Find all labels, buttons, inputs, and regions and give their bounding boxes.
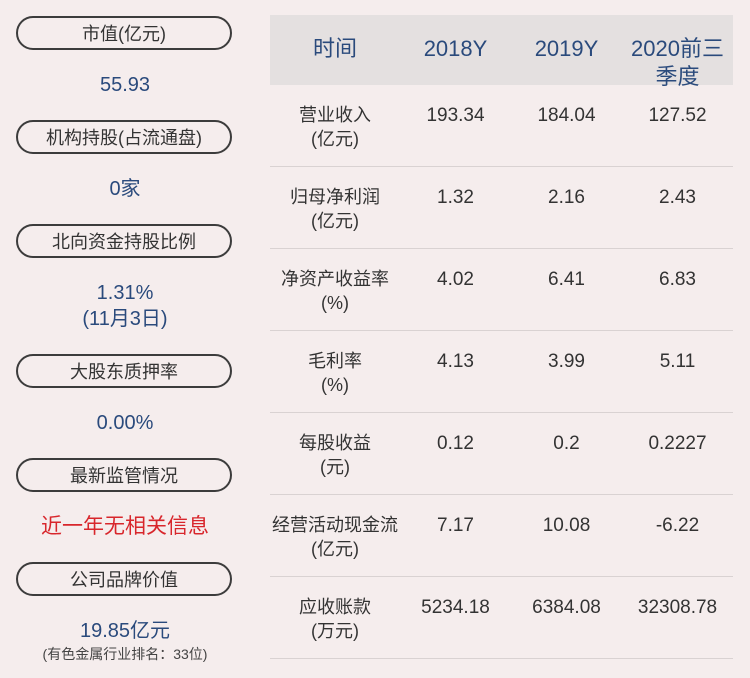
row-name: 归母净利润	[290, 187, 380, 207]
market-cap-value: 55.93	[99, 74, 151, 96]
value-2018: 0.12	[437, 433, 474, 454]
value-2020q3: 5.11	[659, 351, 696, 372]
value-2018: 193.34	[426, 105, 485, 126]
row-name: 应收账款	[299, 597, 371, 617]
regulation-label: 最新监管情况	[16, 458, 232, 492]
row-label: 经营活动现金流 (亿元)	[270, 495, 400, 576]
value-2018: 1.32	[437, 187, 474, 208]
row-unit: (亿元)	[311, 539, 359, 559]
value-2019: 2.16	[548, 187, 585, 208]
table-row: 每股收益 (元) 0.12 0.2 0.2227	[270, 413, 733, 495]
row-unit: (%)	[321, 375, 349, 395]
value-2020q3: 2.43	[659, 187, 696, 208]
value-2019: 6.41	[548, 269, 585, 290]
value-2020q3: 6.83	[659, 269, 696, 290]
row-label: 每股收益 (元)	[270, 413, 400, 494]
row-label: 毛利率 (%)	[270, 331, 400, 412]
value-2019: 3.99	[548, 351, 585, 372]
regulation-value: 近一年无相关信息	[41, 515, 209, 538]
value-2020q3: -6.22	[655, 515, 700, 536]
value-2019: 10.08	[542, 515, 591, 536]
row-name: 毛利率	[308, 351, 362, 371]
value-2020q3: 127.52	[648, 105, 707, 126]
row-name: 经营活动现金流	[272, 515, 398, 535]
header-time: 时间	[312, 36, 357, 61]
header-2018: 2018Y	[423, 36, 488, 61]
table-row: 营业收入 (亿元) 193.34 184.04 127.52	[270, 85, 733, 167]
northbound-ratio-value: 1.31%	[96, 282, 154, 304]
header-2020q3: 2020前三季度	[631, 36, 724, 89]
row-label: 归母净利润 (亿元)	[270, 167, 400, 248]
value-2018: 4.02	[437, 269, 474, 290]
row-name: 营业收入	[299, 105, 371, 125]
table-header: 时间 2018Y 2019Y 2020前三季度	[270, 15, 733, 89]
northbound-ratio-date: (11月3日)	[82, 308, 168, 330]
row-unit: (亿元)	[311, 211, 359, 231]
row-unit: (万元)	[311, 621, 359, 641]
row-label: 营业收入 (亿元)	[270, 85, 400, 166]
brand-value-value: 19.85亿元	[79, 620, 171, 642]
value-2020q3: 32308.78	[637, 597, 718, 618]
table-row: 应收账款 (万元) 5234.18 6384.08 32308.78	[270, 577, 733, 659]
row-unit: (元)	[320, 457, 350, 477]
brand-value-rank: (有色金属行业排名：33位)	[42, 646, 208, 662]
row-name: 每股收益	[299, 433, 371, 453]
left-panel: 市值(亿元) 55.93 机构持股(占流通盘) 0家 北向资金持股比例 1.31…	[0, 0, 250, 678]
value-2018: 5234.18	[421, 597, 490, 618]
row-label: 应收账款 (万元)	[270, 577, 400, 658]
pledge-ratio-label: 大股东质押率	[16, 354, 232, 388]
value-2019: 6384.08	[532, 597, 601, 618]
table-row: 毛利率 (%) 4.13 3.99 5.11	[270, 331, 733, 413]
value-2020q3: 0.2227	[648, 433, 707, 454]
table-row: 归母净利润 (亿元) 1.32 2.16 2.43	[270, 167, 733, 249]
row-label: 净资产收益率 (%)	[270, 249, 400, 330]
institution-holding-value: 0家	[109, 178, 141, 200]
financial-table: 时间 2018Y 2019Y 2020前三季度 营业收入 (亿元) 193.34 18…	[270, 15, 733, 659]
pledge-ratio-value: 0.00%	[96, 412, 154, 434]
table-row: 经营活动现金流 (亿元) 7.17 10.08 -6.22	[270, 495, 733, 577]
value-2019: 0.2	[553, 433, 580, 454]
northbound-ratio-label: 北向资金持股比例	[16, 224, 232, 258]
brand-value-label: 公司品牌价值	[16, 562, 232, 596]
value-2018: 4.13	[437, 351, 474, 372]
value-2018: 7.17	[437, 515, 474, 536]
value-2019: 184.04	[537, 105, 596, 126]
table-row: 净资产收益率 (%) 4.02 6.41 6.83	[270, 249, 733, 331]
row-unit: (%)	[321, 293, 349, 313]
market-cap-label: 市值(亿元)	[16, 16, 232, 50]
institution-holding-label: 机构持股(占流通盘)	[16, 120, 232, 154]
row-name: 净资产收益率	[281, 269, 389, 289]
header-2019: 2019Y	[534, 36, 599, 61]
row-unit: (亿元)	[311, 129, 359, 149]
